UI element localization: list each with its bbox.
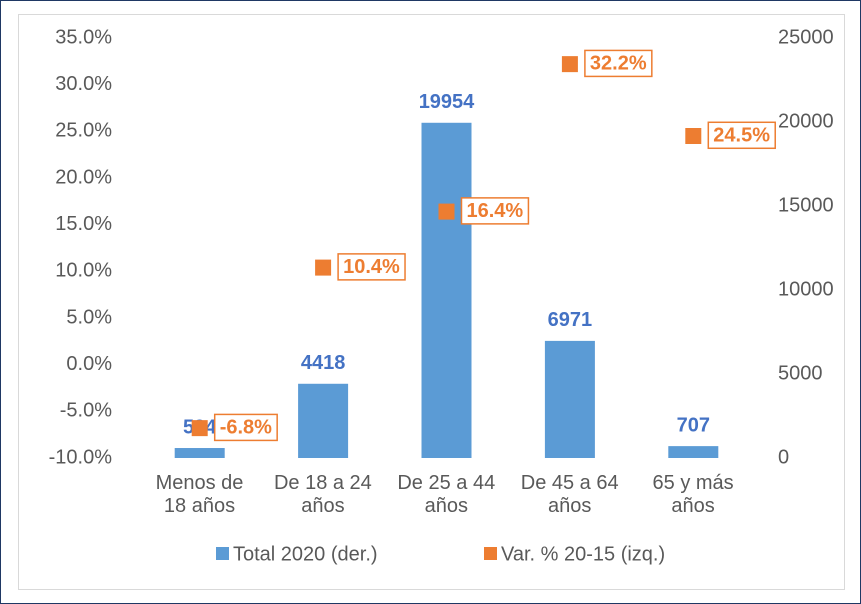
y-tick-label: -5.0% (60, 400, 112, 422)
x-tick-label: De 18 a 24 años (273, 472, 372, 517)
y-tick-label: 35.0% (55, 26, 112, 48)
x-tick-label: De 25 a 44 años (397, 472, 496, 517)
data-label: 24.5% (713, 124, 770, 146)
y2-tick-label: 0 (778, 446, 789, 468)
legend-label: Total 2020 (der.) (233, 543, 378, 565)
marker (191, 420, 208, 437)
data-label: 32.2% (590, 52, 647, 74)
marker (561, 56, 578, 73)
bar (421, 122, 472, 458)
data-label: 16.4% (467, 200, 524, 222)
x-tick-label: 65 y más años (652, 472, 734, 517)
data-label: 10.4% (343, 256, 400, 278)
data-label-box (337, 253, 406, 281)
legend-swatch (216, 547, 229, 560)
data-label: 707 (677, 414, 710, 436)
legend-swatch (484, 547, 497, 560)
data-label-box (460, 197, 530, 225)
marker (685, 128, 702, 144)
y-tick-label: 10.0% (55, 260, 112, 282)
y-tick-label: 20.0% (55, 166, 112, 188)
x-tick-label: Menos de 18 años (155, 472, 244, 517)
data-label: 4418 (301, 352, 346, 374)
y2-tick-label: 15000 (778, 194, 834, 216)
bar (544, 340, 595, 458)
y-tick-label: 0.0% (66, 353, 112, 375)
y2-tick-label: 25000 (778, 26, 834, 48)
data-label: -6.8% (220, 416, 272, 438)
data-label-box (707, 121, 776, 150)
bar (174, 448, 225, 458)
chart-border (18, 14, 845, 590)
data-label: 6971 (548, 309, 593, 331)
data-label: 19954 (419, 91, 475, 113)
y-tick-label: 30.0% (55, 73, 112, 95)
y-tick-label: 25.0% (55, 120, 112, 142)
y-tick-label: 5.0% (66, 306, 112, 328)
x-tick-label: De 45 a 64 años (520, 472, 619, 517)
y2-tick-label: 10000 (778, 278, 834, 300)
y2-tick-label: 20000 (778, 110, 834, 132)
marker (315, 259, 332, 276)
legend-label: Var. % 20-15 (izq.) (501, 543, 665, 565)
bar (668, 446, 719, 458)
data-label-box (213, 413, 278, 442)
y2-tick-label: 5000 (778, 362, 823, 384)
y-tick-label: 15.0% (55, 213, 112, 235)
bar (298, 383, 349, 458)
y-tick-label: -10.0% (49, 446, 113, 468)
data-label-box (584, 49, 653, 78)
marker (438, 203, 455, 220)
